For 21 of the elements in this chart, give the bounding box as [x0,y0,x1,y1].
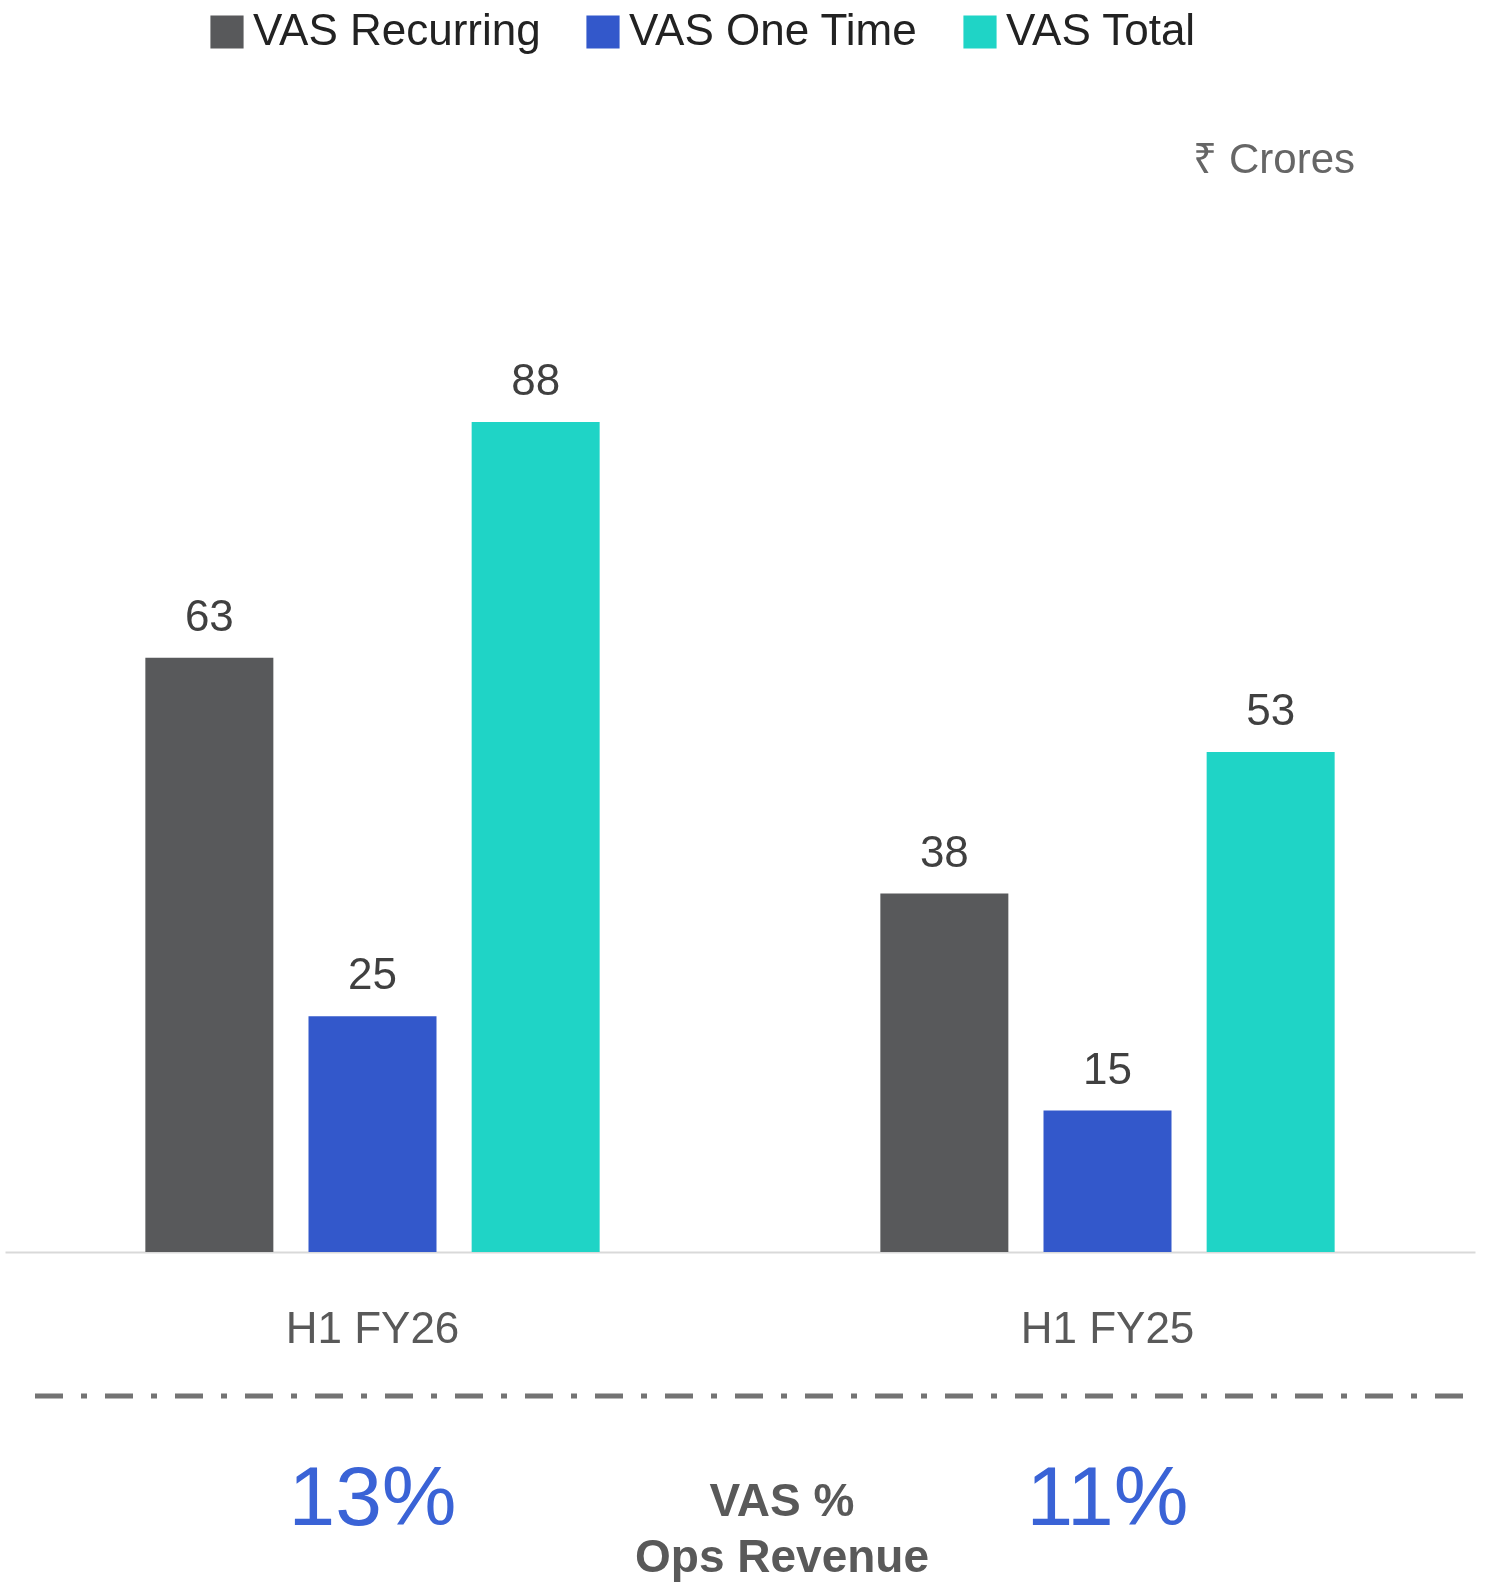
bar [145,657,274,1252]
bar [1043,1110,1172,1252]
data-label: 15 [1083,1043,1132,1093]
data-label: 88 [511,355,561,404]
legend-label: VAS Total [1006,5,1196,54]
x-tick-label: H1 FY25 [1020,1302,1195,1352]
text: VAS % Ops Revenue [635,1474,929,1582]
bar [880,893,1009,1252]
data-label: 53 [1246,685,1296,735]
bar [471,422,600,1252]
legend-label: VAS One Time [629,5,917,54]
text: ₹ Crores [1193,135,1355,182]
bar [1206,752,1335,1252]
bar [308,1016,437,1252]
data-label: 38 [919,826,969,876]
text: 11% [1026,1449,1189,1543]
text: 13% [288,1449,457,1543]
legend-label: VAS Recurring [253,5,541,54]
data-label: 25 [348,949,397,999]
x-tick-label: H1 FY26 [285,1302,460,1352]
data-label: 63 [184,590,234,640]
